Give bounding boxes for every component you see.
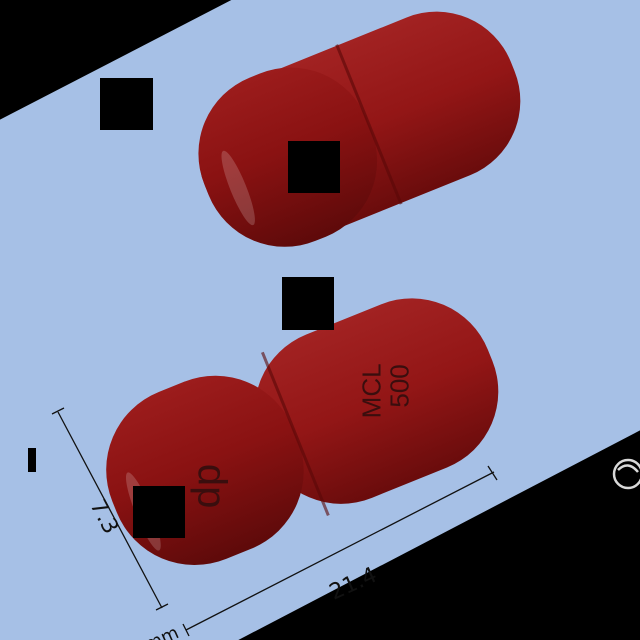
- width-dimension-tick-bottom: [155, 603, 169, 611]
- width-dimension-line: [57, 411, 163, 609]
- capsule-top-cap: [198, 67, 378, 247]
- occlusion-square-2: [288, 141, 340, 193]
- length-dimension-tick-right: [487, 465, 498, 481]
- capsule-bottom-body: [254, 298, 499, 504]
- length-dimension-tick-left: [182, 623, 190, 637]
- occlusion-square-3: [282, 277, 334, 330]
- length-dimension-line: [185, 471, 495, 631]
- edge-mark: [28, 448, 36, 472]
- imprint-logo: dp: [184, 464, 228, 509]
- imprint-line1: MCL: [356, 363, 386, 418]
- width-dimension-tick-top: [51, 407, 65, 415]
- capsule-top: [198, 11, 521, 247]
- occlusion-square-1: [100, 78, 153, 130]
- occlusion-square-4: [133, 486, 185, 538]
- capsule-top-highlight: [221, 150, 255, 226]
- circular-logo-icon: [612, 458, 640, 490]
- imprint-line2: 500: [385, 364, 415, 407]
- capsule-bottom-seam: [261, 351, 330, 517]
- capsule-top-seam: [335, 44, 403, 205]
